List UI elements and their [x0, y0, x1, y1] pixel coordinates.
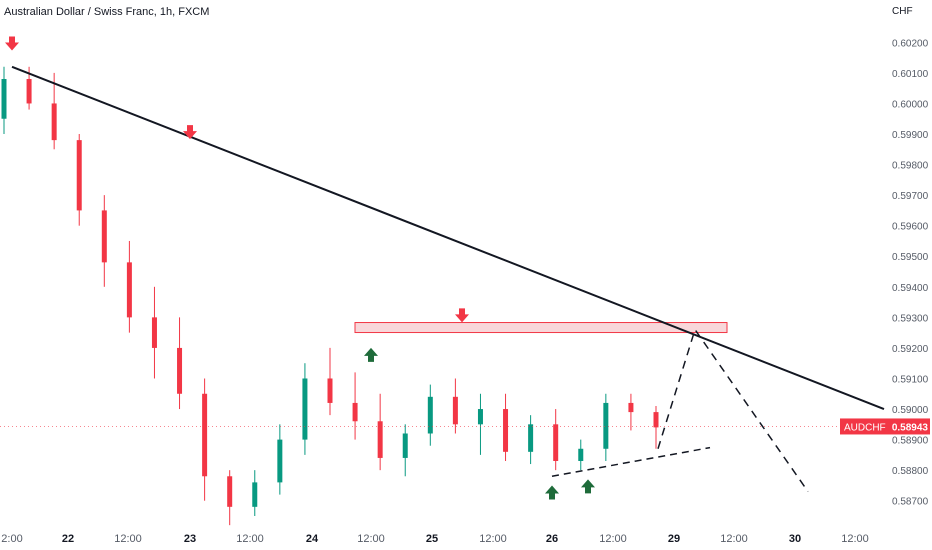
candle-body [352, 402, 358, 422]
candle-body [477, 409, 483, 425]
candle-body [553, 424, 559, 461]
y-tick-label: 0.59000 [892, 405, 929, 416]
y-tick-label: 0.60000 [892, 99, 929, 110]
x-tick-label: 12:00 [720, 533, 748, 545]
markers-layer [5, 36, 595, 500]
arrow-down-icon [5, 36, 19, 51]
y-tick-label: 0.59100 [892, 374, 929, 385]
candle-body [578, 448, 584, 461]
resistance-zone [354, 322, 728, 334]
y-tick-label: 0.58700 [892, 497, 929, 508]
arrow-up-icon [364, 347, 378, 362]
candle-body [151, 317, 157, 348]
x-tick-label: 12:00 [357, 533, 385, 545]
currency-label: CHF [892, 6, 913, 17]
arrow-down-icon [455, 308, 469, 323]
candle-body [277, 439, 283, 483]
candle-body [26, 79, 32, 104]
x-tick-label: 23 [184, 533, 196, 545]
candle-body [302, 378, 308, 440]
support-line [551, 446, 711, 478]
y-tick-label: 0.59200 [892, 344, 929, 355]
y-tick-label: 0.59700 [892, 191, 929, 202]
y-tick-label: 0.59300 [892, 313, 929, 324]
x-tick-label: 12:00 [599, 533, 627, 545]
candle-body [76, 140, 82, 211]
arrow-up-icon [581, 479, 595, 494]
last-price-tag [840, 418, 930, 435]
resistance-zone-layer [354, 322, 728, 334]
x-tick-label: 12:00 [236, 533, 264, 545]
x-tick-label: 12:00 [479, 533, 507, 545]
candle-body [503, 409, 509, 452]
y-tick-label: 0.60200 [892, 38, 929, 49]
y-tick-label: 0.58800 [892, 466, 929, 477]
candle-body [1, 79, 7, 119]
candle-body [101, 210, 107, 263]
last-price-value: 0.58943 [892, 422, 929, 433]
candle-body [653, 412, 659, 428]
x-tick-label: 29 [668, 533, 680, 545]
candle-body [252, 482, 258, 507]
lines-layer [11, 65, 885, 492]
chart-title: Australian Dollar / Swiss Franc, 1h, FXC… [4, 6, 210, 18]
x-tick-label: 12:00 [114, 533, 142, 545]
arrow-down-icon [183, 125, 197, 140]
candle-body [377, 421, 383, 458]
candle-body [402, 433, 408, 458]
candle-body [202, 393, 208, 477]
x-tick-label: 25 [426, 533, 438, 545]
candle-body [452, 396, 458, 425]
candle-body [528, 424, 534, 452]
x-tick-label: 22 [62, 533, 74, 545]
axes-layer: 0.60200 0.60100 0.60000 0.59900 0.59800 0.597… [0, 38, 930, 545]
candle-body [628, 402, 634, 413]
y-tick-label: 0.59500 [892, 252, 929, 263]
candle-body [603, 402, 609, 449]
candles-layer [1, 66, 659, 526]
x-tick-label: 12:00 [841, 533, 869, 545]
trendline [11, 65, 885, 410]
y-tick-label: 0.59600 [892, 222, 929, 233]
candle-body [177, 347, 183, 394]
candle-body [126, 262, 132, 318]
x-tick-label: 2:00 [1, 533, 22, 545]
y-tick-label: 0.60100 [892, 69, 929, 80]
y-tick-label: 0.59400 [892, 283, 929, 294]
candle-body [427, 396, 433, 434]
candle-body [51, 103, 57, 141]
y-tick-label: 0.59800 [892, 161, 929, 172]
projection-path [657, 327, 809, 492]
y-tick-label: 0.59900 [892, 130, 929, 141]
x-tick-label: 30 [789, 533, 801, 545]
candle-body [227, 476, 233, 507]
x-tick-label: 24 [306, 533, 319, 545]
x-tick-label: 26 [546, 533, 558, 545]
arrow-up-icon [545, 485, 559, 500]
candle-body [327, 378, 333, 403]
y-tick-label: 0.58900 [892, 436, 929, 447]
last-price-symbol: AUDCHF [844, 422, 886, 433]
